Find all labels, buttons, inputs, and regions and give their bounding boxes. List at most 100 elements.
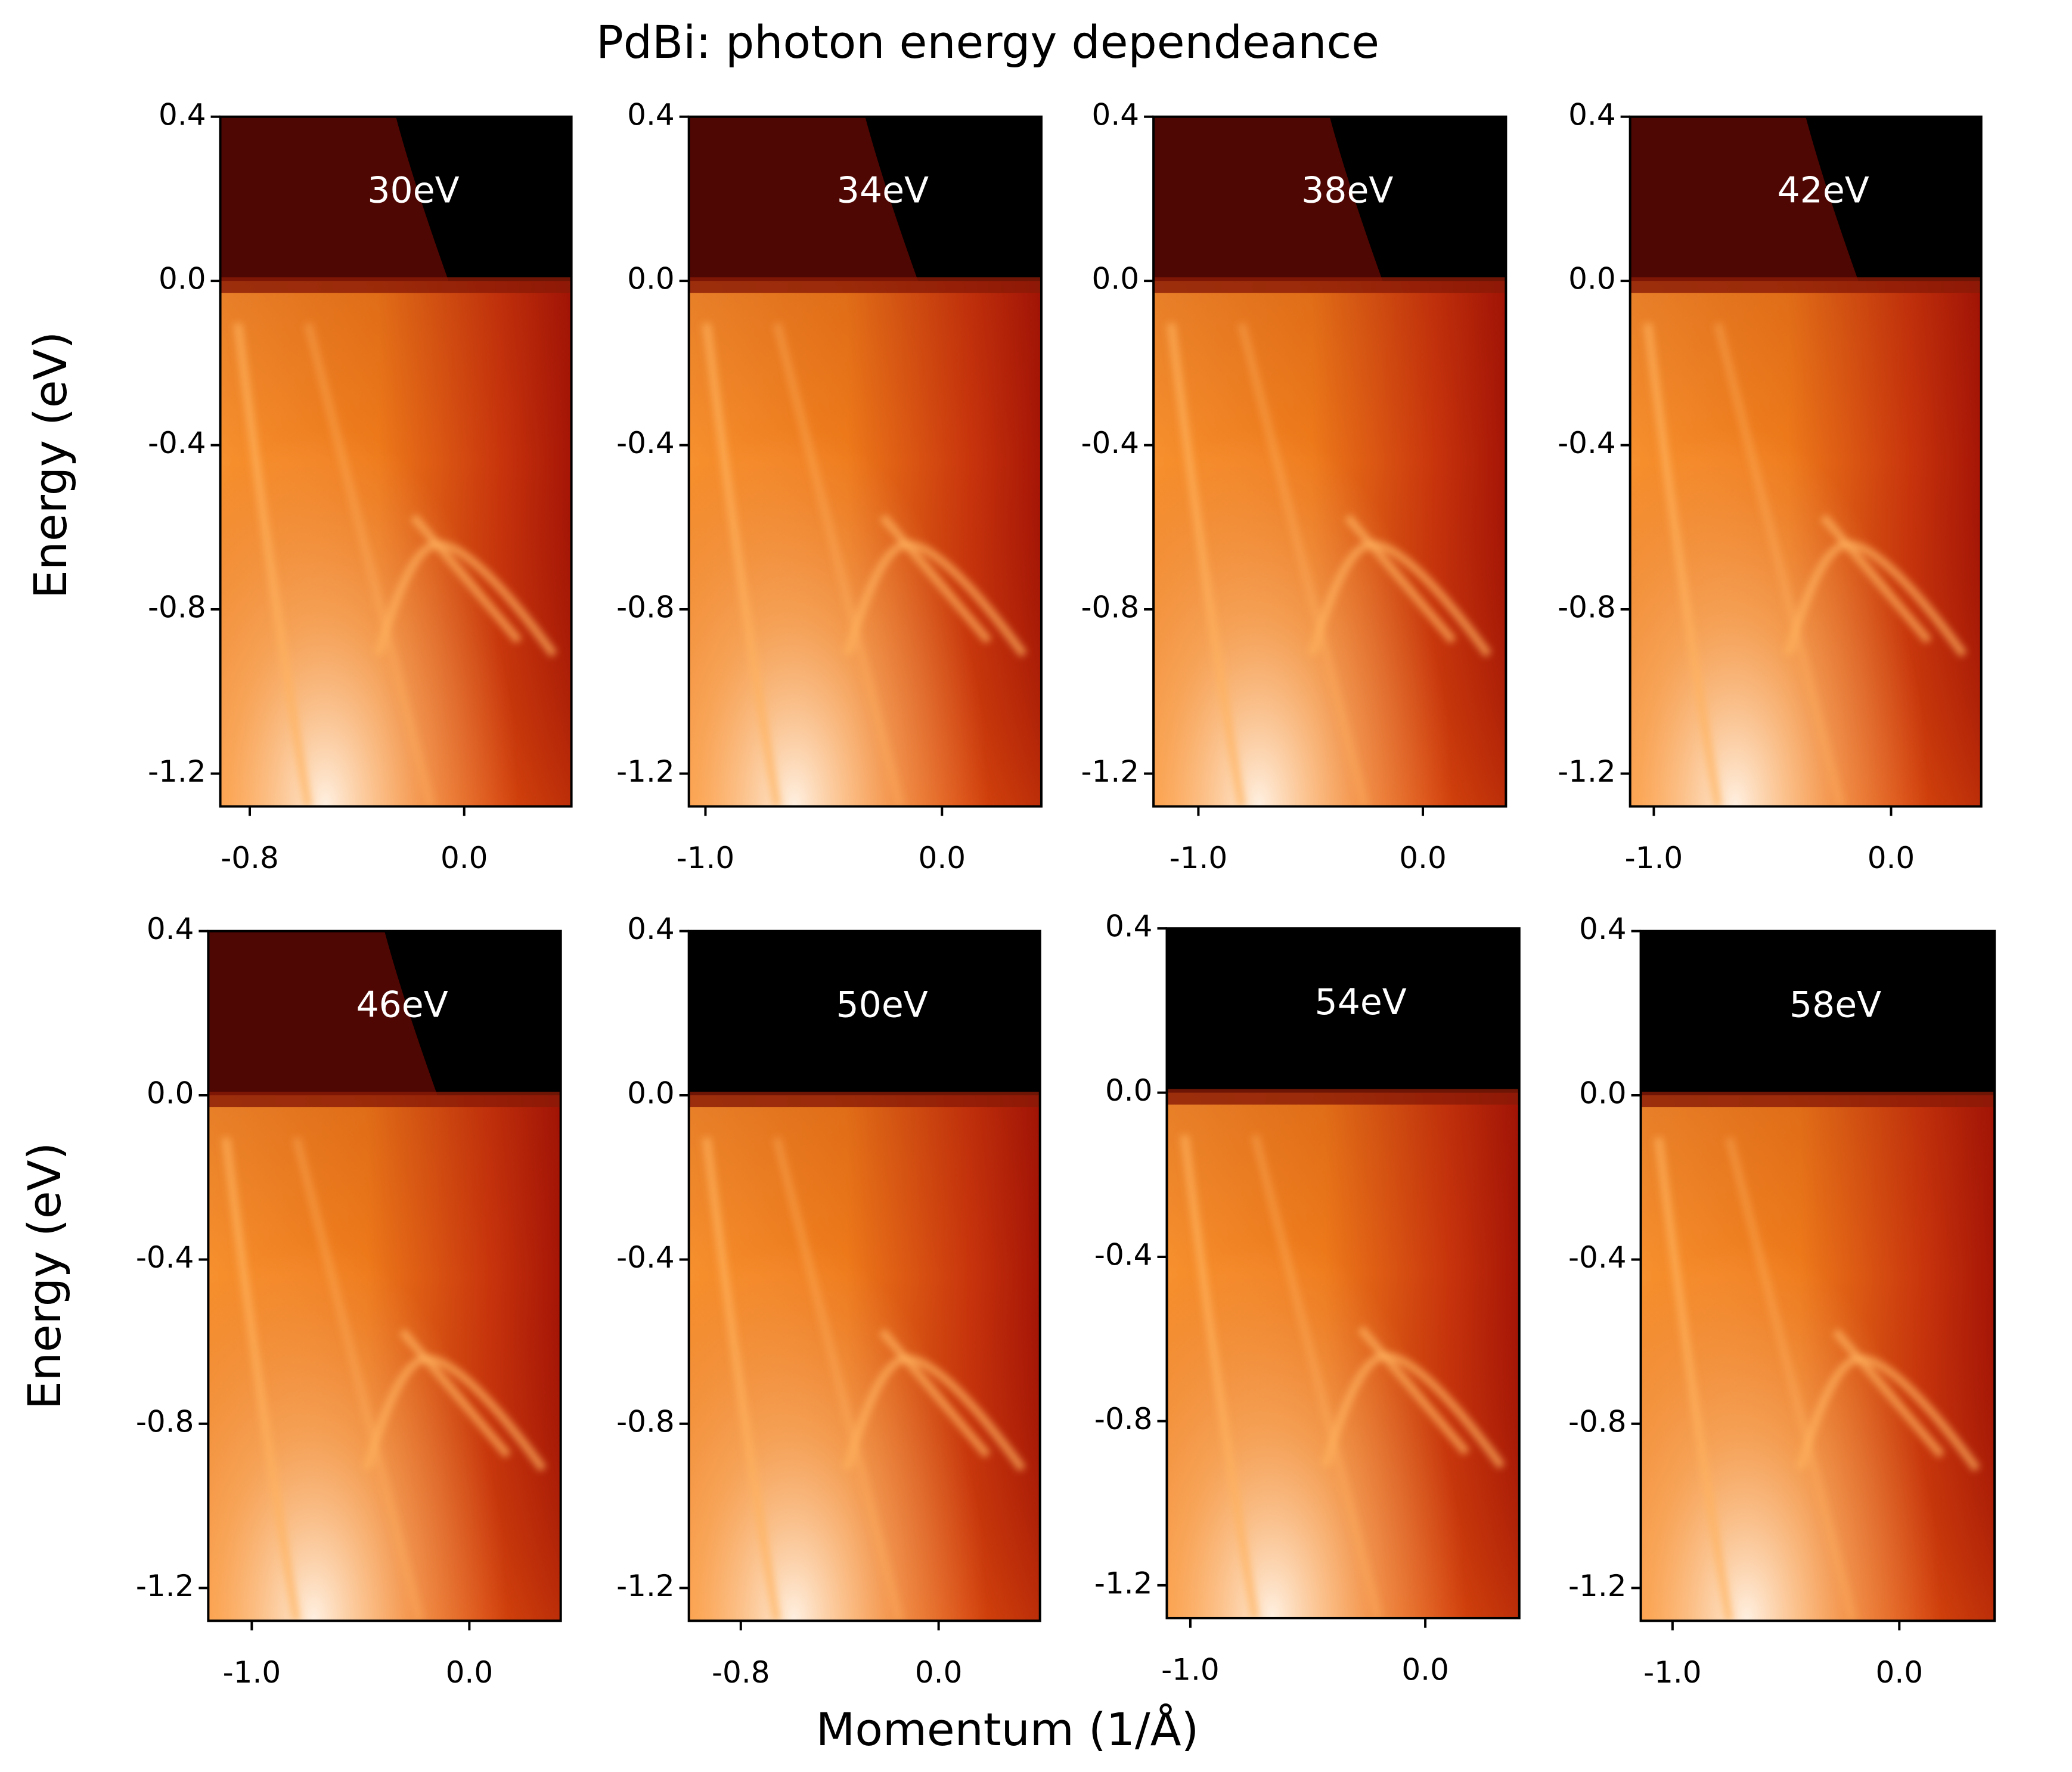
y-tick-label: -1.2 bbox=[1558, 754, 1616, 789]
x-tick-label: -1.0 bbox=[1170, 841, 1228, 875]
x-tick-label: -0.8 bbox=[712, 1655, 770, 1690]
y-tick-label: -0.4 bbox=[1558, 426, 1616, 460]
panel-title: 58eV bbox=[1789, 984, 1881, 1026]
heatmap bbox=[1640, 931, 1995, 1621]
panel-title: 42eV bbox=[1777, 170, 1869, 212]
band bbox=[1820, 514, 1932, 644]
plot-frame bbox=[219, 115, 573, 808]
fermi-edge bbox=[688, 1092, 1040, 1108]
y-tick-label: 0.4 bbox=[1568, 97, 1616, 132]
plot-frame bbox=[1152, 115, 1508, 808]
y-tick-label: -0.8 bbox=[616, 1404, 675, 1439]
band bbox=[1714, 323, 1845, 807]
y-tick-label: -0.4 bbox=[1094, 1238, 1153, 1272]
band bbox=[1344, 514, 1457, 644]
panel-title: 30eV bbox=[367, 170, 459, 212]
plot-frame bbox=[687, 930, 1041, 1622]
y-tick-label: -1.2 bbox=[616, 754, 675, 789]
plot-frame bbox=[1639, 930, 1996, 1622]
y-tick-label: 0.4 bbox=[1579, 912, 1627, 946]
heatmap bbox=[688, 116, 1041, 807]
band bbox=[304, 323, 435, 807]
band bbox=[1180, 1135, 1260, 1618]
bands bbox=[222, 1136, 547, 1621]
y-tick-label: 0.0 bbox=[627, 1076, 675, 1111]
panel-title: 54eV bbox=[1315, 981, 1407, 1023]
y-tick-label: 0.4 bbox=[147, 912, 194, 946]
y-tick-label: -1.2 bbox=[136, 1569, 194, 1603]
heatmap bbox=[1153, 116, 1506, 807]
band bbox=[1832, 1328, 1945, 1458]
above-fermi-dark bbox=[1806, 116, 1981, 281]
y-tick-label: -1.2 bbox=[1094, 1566, 1153, 1600]
bands bbox=[1643, 323, 1967, 807]
heatmap bbox=[1167, 928, 1519, 1618]
above-fermi-dark bbox=[865, 116, 1041, 281]
y-tick-label: -0.4 bbox=[1568, 1240, 1627, 1275]
above-fermi-dark bbox=[1343, 928, 1519, 1093]
fermi-edge bbox=[1167, 1089, 1519, 1105]
y-tick-label: 0.0 bbox=[159, 262, 206, 296]
bands bbox=[1180, 1134, 1505, 1618]
y-tick-label: -0.4 bbox=[136, 1240, 194, 1275]
panel-title: 38eV bbox=[1301, 170, 1393, 212]
x-tick-label: 0.0 bbox=[441, 841, 488, 875]
plot-frame bbox=[1165, 927, 1521, 1619]
fermi-edge bbox=[688, 277, 1041, 293]
y-tick-label: 0.4 bbox=[1092, 97, 1140, 132]
band bbox=[773, 1136, 904, 1621]
panel: 30eV 0.4 0.0 -0.4 -0.8 -1.2 -0.8 0.0 bbox=[148, 97, 573, 875]
y-axis-title: Energy (eV) bbox=[18, 1142, 71, 1409]
x-tick-label: 0.0 bbox=[1401, 1652, 1449, 1687]
figure-title: PdBi: photon energy dependeance bbox=[596, 16, 1379, 69]
band bbox=[410, 514, 522, 644]
panel: 46eV 0.4 0.0 -0.4 -0.8 -1.2 -1.0 0.0 bbox=[136, 912, 562, 1690]
y-tick-label: -1.2 bbox=[1568, 1569, 1627, 1603]
heatmap bbox=[208, 931, 561, 1621]
band bbox=[292, 1136, 424, 1621]
bands bbox=[234, 323, 557, 807]
panel: 50eV 0.4 0.0 -0.4 -0.8 -1.2 -0.8 0.0 bbox=[616, 912, 1041, 1690]
band bbox=[1251, 1134, 1383, 1618]
x-tick-label: -0.8 bbox=[221, 841, 279, 875]
fermi-edge bbox=[1630, 277, 1981, 293]
y-tick-label: 0.4 bbox=[627, 912, 675, 946]
heatmap bbox=[1630, 116, 1981, 807]
panel: 58eV 0.4 0.0 -0.4 -0.8 -1.2 -1.0 0.0 bbox=[1568, 912, 1996, 1690]
x-tick-label: 0.0 bbox=[1399, 841, 1447, 875]
panel-title: 34eV bbox=[837, 170, 929, 212]
above-fermi-dark bbox=[1329, 116, 1506, 281]
y-axis-title: Energy (eV) bbox=[24, 332, 77, 599]
y-tick-label: -0.4 bbox=[148, 426, 206, 460]
bands bbox=[702, 323, 1028, 807]
y-tick-label: -1.2 bbox=[148, 754, 206, 789]
y-tick-label: 0.0 bbox=[1092, 262, 1140, 296]
fermi-edge bbox=[220, 277, 572, 293]
bands bbox=[1167, 323, 1492, 807]
x-tick-label: 0.0 bbox=[1876, 1655, 1924, 1690]
band bbox=[1167, 323, 1246, 807]
y-tick-label: -0.8 bbox=[616, 590, 675, 625]
plot-frame bbox=[687, 115, 1043, 808]
y-tick-label: -0.8 bbox=[1094, 1402, 1153, 1436]
fermi-edge bbox=[208, 1092, 561, 1108]
y-tick-label: -0.8 bbox=[1558, 590, 1616, 625]
above-fermi-dark bbox=[864, 931, 1040, 1096]
fermi-edge bbox=[1153, 277, 1506, 293]
above-fermi-dark bbox=[396, 116, 572, 281]
panel-title: 46eV bbox=[356, 984, 448, 1026]
bands bbox=[702, 1136, 1026, 1621]
band bbox=[234, 323, 312, 807]
band bbox=[879, 1328, 991, 1458]
plot-frame bbox=[207, 930, 562, 1622]
fermi-edge bbox=[1640, 1092, 1995, 1108]
y-tick-label: -1.2 bbox=[616, 1569, 675, 1603]
x-tick-label: 0.0 bbox=[446, 1655, 494, 1690]
y-tick-label: -0.4 bbox=[616, 426, 675, 460]
panel-title: 50eV bbox=[836, 984, 928, 1026]
y-tick-label: -0.4 bbox=[616, 1240, 675, 1275]
band bbox=[222, 1137, 301, 1621]
band bbox=[1643, 323, 1722, 807]
band bbox=[1357, 1325, 1470, 1455]
